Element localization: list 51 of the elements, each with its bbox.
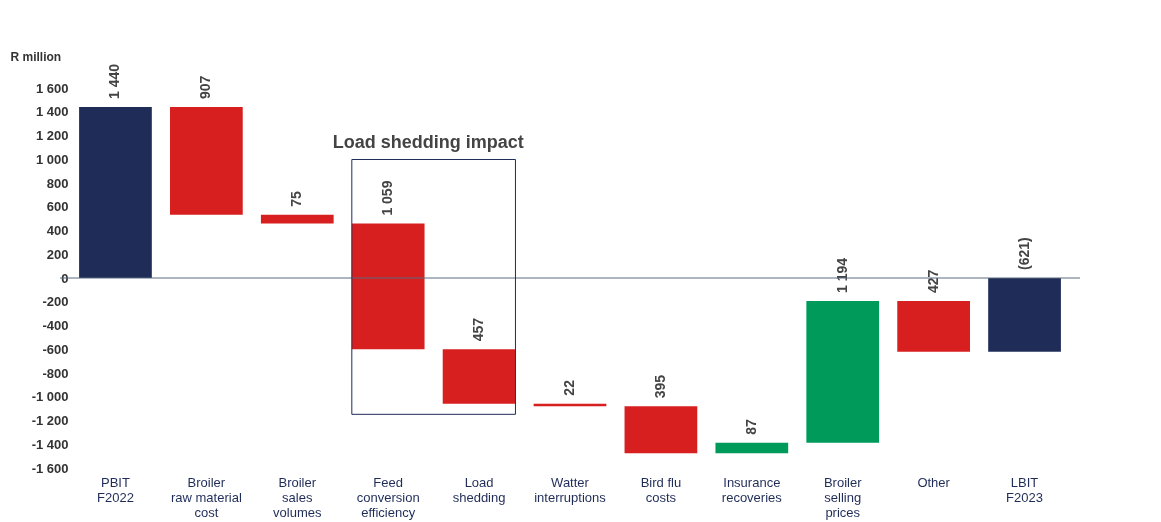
- x-tick-label: Bird flu costs: [640, 474, 682, 505]
- bar: [624, 406, 698, 454]
- x-tick-label: Watter interruptions: [534, 474, 607, 505]
- y-tick-label: 600: [46, 199, 69, 215]
- x-tick-label: Insurance recoveries: [721, 474, 783, 505]
- data-label: 87: [742, 419, 759, 435]
- bar: [897, 301, 970, 352]
- data-label: 395: [651, 374, 668, 399]
- y-tick-label: -1 200: [31, 413, 69, 428]
- annotation: Load shedding impact: [332, 132, 524, 153]
- data-label: 1 059: [379, 180, 396, 216]
- x-tick-label: Broiler selling prices: [823, 474, 863, 520]
- data-label: 22: [561, 379, 577, 396]
- bar: [260, 214, 334, 224]
- y-tick-label: 400: [46, 223, 69, 238]
- y-tick-label: -200: [42, 294, 69, 310]
- bar: [806, 301, 880, 443]
- x-tick-label: LBIT F2023: [1006, 474, 1043, 505]
- y-tick-label: 1 200: [35, 128, 69, 143]
- data-label: 427: [924, 269, 941, 294]
- y-tick-label: 0: [61, 270, 69, 286]
- bar: [170, 107, 243, 215]
- data-label: 1 194: [833, 257, 850, 294]
- y-tick-label: 200: [46, 246, 69, 262]
- y-tick-label: 1 400: [35, 104, 69, 120]
- bar: [715, 442, 789, 454]
- y-tick-label: 800: [46, 175, 69, 191]
- data-label: 907: [197, 75, 214, 99]
- x-tick-label: PBIT F2022: [97, 474, 134, 505]
- y-tick-label: -1 600: [31, 460, 69, 476]
- y-tick-label: -1 000: [31, 389, 69, 405]
- data-label: 1 440: [106, 63, 123, 99]
- y-tick-label: -600: [42, 341, 69, 357]
- x-tick-label: Broiler sales volumes: [273, 474, 322, 520]
- bar: [988, 278, 1061, 352]
- y-tick-label: 1 600: [35, 80, 69, 96]
- y-tick-label: -400: [42, 318, 69, 333]
- data-label: (621): [1015, 237, 1032, 270]
- data-label: 75: [288, 190, 305, 207]
- x-tick-label: Broiler raw material cost: [170, 474, 242, 520]
- data-label: 457: [470, 317, 487, 342]
- x-tick-label: Feed conversion efficiency: [356, 474, 420, 520]
- y-tick-label: -800: [42, 365, 69, 381]
- bar: [79, 107, 152, 278]
- x-tick-label: Load shedding: [452, 474, 506, 505]
- x-tick-label: Other: [917, 474, 951, 490]
- y-axis-title: R million: [10, 49, 62, 64]
- bar: [442, 349, 516, 404]
- y-tick-label: 1 000: [35, 151, 69, 167]
- y-tick-label: -1 400: [31, 436, 69, 452]
- bar: [351, 223, 425, 350]
